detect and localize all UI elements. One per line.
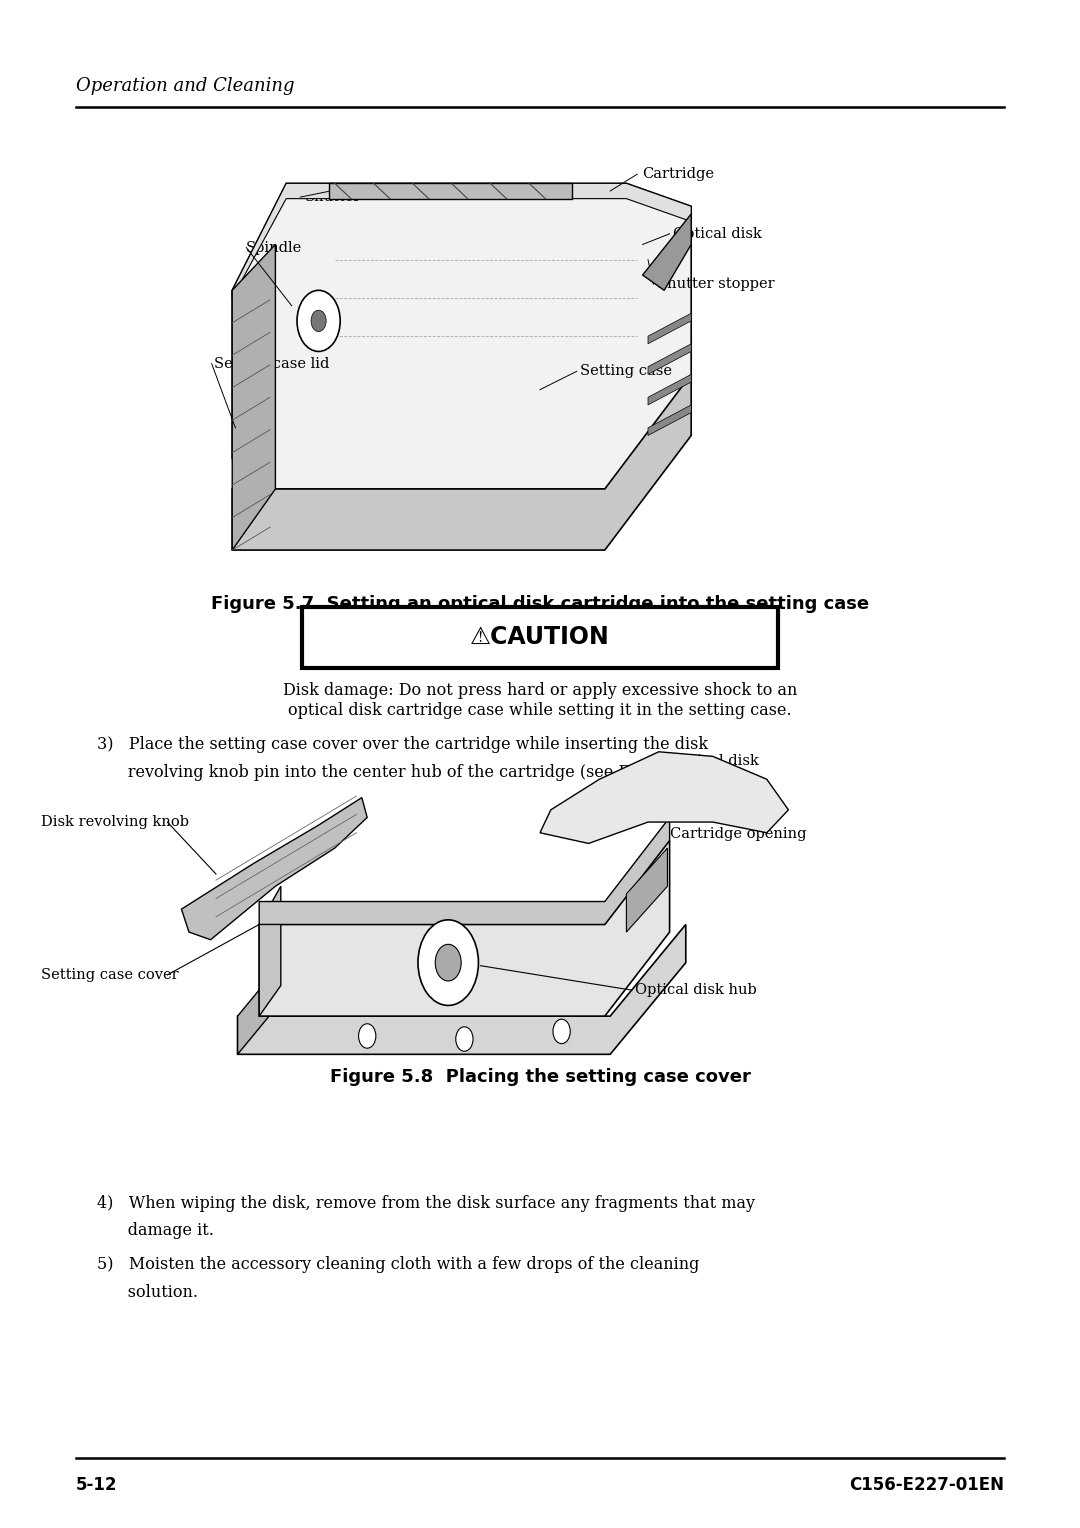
Text: Optical disk: Optical disk: [670, 753, 758, 769]
Text: Setting case cover: Setting case cover: [41, 967, 178, 983]
Polygon shape: [232, 183, 691, 489]
FancyBboxPatch shape: [302, 607, 778, 668]
Polygon shape: [232, 374, 691, 550]
Polygon shape: [643, 214, 691, 290]
Text: Figure 5.8  Placing the setting case cover: Figure 5.8 Placing the setting case cove…: [329, 1068, 751, 1086]
Text: optical disk cartridge case while setting it in the setting case.: optical disk cartridge case while settin…: [288, 701, 792, 720]
Text: 5)   Moisten the accessory cleaning cloth with a few drops of the cleaning: 5) Moisten the accessory cleaning cloth …: [97, 1256, 700, 1273]
Text: Disk damage: Do not press hard or apply excessive shock to an: Disk damage: Do not press hard or apply …: [283, 681, 797, 700]
Text: Shutter: Shutter: [305, 189, 361, 205]
Polygon shape: [232, 183, 691, 298]
Circle shape: [435, 944, 461, 981]
Polygon shape: [259, 886, 281, 1016]
Polygon shape: [232, 244, 275, 550]
Polygon shape: [181, 798, 367, 940]
Polygon shape: [238, 924, 686, 1054]
Circle shape: [297, 290, 340, 351]
Circle shape: [359, 1024, 376, 1048]
Text: revolving knob pin into the center hub of the cartridge (see Figure 5.8).: revolving knob pin into the center hub o…: [97, 764, 715, 781]
Polygon shape: [259, 840, 670, 1016]
Polygon shape: [540, 752, 788, 843]
Text: Shutter stopper: Shutter stopper: [657, 277, 774, 292]
Text: Setting case lid: Setting case lid: [214, 356, 329, 371]
Polygon shape: [648, 374, 691, 405]
Polygon shape: [648, 405, 691, 435]
Text: solution.: solution.: [97, 1284, 199, 1300]
Text: Operation and Cleaning: Operation and Cleaning: [76, 76, 294, 95]
Circle shape: [553, 1019, 570, 1044]
Text: 5-12: 5-12: [76, 1476, 117, 1494]
Text: Setting case: Setting case: [580, 364, 672, 379]
Polygon shape: [648, 313, 691, 344]
Text: C156-E227-01EN: C156-E227-01EN: [849, 1476, 1004, 1494]
Circle shape: [311, 310, 326, 332]
Polygon shape: [329, 183, 572, 199]
Polygon shape: [648, 344, 691, 374]
Circle shape: [418, 920, 478, 1005]
Text: Figure 5.7  Setting an optical disk cartridge into the setting case: Figure 5.7 Setting an optical disk cartr…: [211, 594, 869, 613]
Text: Cartridge: Cartridge: [643, 167, 715, 182]
Text: Spindle: Spindle: [246, 240, 302, 255]
Text: 3)   Place the setting case cover over the cartridge while inserting the disk: 3) Place the setting case cover over the…: [97, 736, 708, 753]
Text: Optical disk hub: Optical disk hub: [635, 983, 757, 998]
Text: Optical disk: Optical disk: [673, 226, 761, 241]
Polygon shape: [238, 970, 275, 1054]
Text: Disk revolving knob: Disk revolving knob: [41, 814, 189, 830]
Text: 4)   When wiping the disk, remove from the disk surface any fragments that may: 4) When wiping the disk, remove from the…: [97, 1195, 755, 1212]
Polygon shape: [626, 848, 667, 932]
Text: damage it.: damage it.: [97, 1222, 214, 1239]
Text: ⚠CAUTION: ⚠CAUTION: [470, 625, 610, 649]
Text: Cartridge opening: Cartridge opening: [670, 827, 806, 842]
Polygon shape: [259, 817, 670, 924]
Circle shape: [456, 1027, 473, 1051]
